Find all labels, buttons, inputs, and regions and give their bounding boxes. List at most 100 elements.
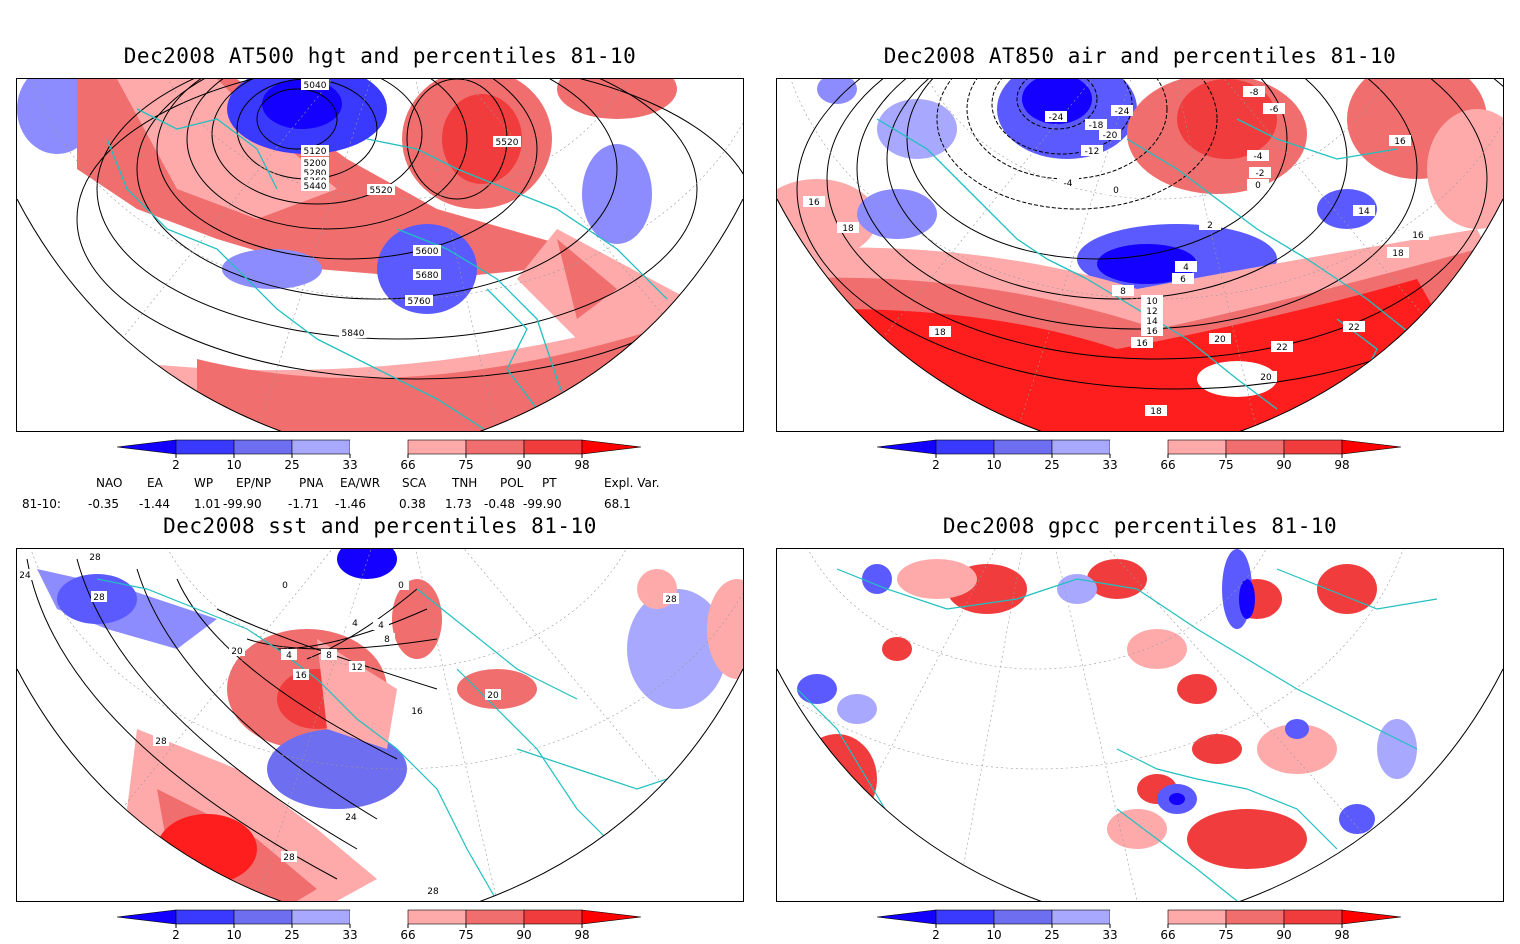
colorbar-segment [175, 909, 235, 925]
colorbar-svg: 2 10 25 33 66 75 90 98 [116, 909, 642, 942]
colorbar-segment [935, 439, 995, 455]
svg-text:10: 10 [1146, 297, 1158, 307]
colorbar-tick-label: 33 [1102, 928, 1117, 940]
contour-label: 16 [409, 705, 425, 717]
svg-text:5120: 5120 [304, 147, 327, 157]
contour-label: 5120 [301, 145, 329, 157]
contour-label: 5200 [301, 157, 329, 169]
contour-label: 4 [281, 649, 297, 661]
contour-label: 5840 [339, 327, 367, 339]
svg-text:16: 16 [1394, 137, 1406, 147]
svg-text:0: 0 [1113, 186, 1119, 196]
colorbar-tick-label: 25 [284, 928, 299, 940]
svg-text:16: 16 [808, 198, 820, 208]
svg-text:5680: 5680 [416, 271, 439, 281]
svg-text:-24: -24 [1115, 107, 1130, 117]
contour-label: 18 [1145, 405, 1167, 417]
colorbar-tick-label: 25 [1044, 928, 1059, 940]
contour-label: 10 [1141, 295, 1163, 307]
contour-label: -2 [1249, 167, 1271, 179]
index-header: PNA [299, 476, 324, 490]
colorbar-arrow-low [116, 439, 177, 455]
map-panel-air850: -24 -24 -18 -20 -12 -4 0 -8 -6 -4 -2 0 2… [776, 78, 1504, 432]
index-value: -99.90 [523, 497, 562, 511]
colorbar-segment [350, 440, 408, 454]
colorbar-tick-label: 66 [400, 928, 415, 940]
svg-text:18: 18 [842, 224, 854, 234]
colorbar-tick-label: 10 [226, 458, 241, 472]
index-header: SCA [402, 476, 427, 490]
contour-label: 4 [347, 617, 363, 629]
contour-label: 16 [803, 196, 825, 208]
index-value: 0.38 [399, 497, 426, 511]
svg-text:6: 6 [1180, 275, 1186, 285]
svg-text:12: 12 [351, 663, 362, 673]
index-header: EP/NP [236, 476, 272, 490]
index-value: -0.48 [484, 497, 516, 511]
svg-text:20: 20 [1260, 373, 1272, 383]
colorbar-svg: 2 10 25 33 66 75 90 98 [116, 439, 642, 472]
index-header: TNH [452, 476, 478, 490]
contour-label: 16 [1389, 135, 1411, 147]
svg-text:4: 4 [286, 651, 292, 661]
contour-label: 14 [1353, 205, 1375, 217]
contour-label: 20 [1255, 371, 1277, 383]
svg-text:28: 28 [665, 595, 677, 605]
contour-label: 4 [373, 619, 389, 631]
svg-text:8: 8 [1120, 287, 1126, 297]
colorbar-tick-label: 75 [458, 928, 473, 940]
index-header: POL [500, 476, 524, 490]
svg-text:-2: -2 [1256, 169, 1265, 179]
svg-text:5440: 5440 [304, 182, 327, 192]
colorbar-tick-label: 10 [226, 928, 241, 940]
colorbar-segment [233, 439, 293, 455]
colorbar-tick-label: 66 [1160, 928, 1175, 940]
contour-label: 28 [153, 735, 169, 747]
colorbar-tick-label: 75 [1218, 458, 1233, 472]
colorbar-segment [465, 909, 525, 925]
contour-label: 16 [1141, 325, 1163, 337]
contour-label: 12 [349, 661, 365, 673]
contour-label: 5280 [301, 167, 329, 179]
contour-label: 0 [277, 579, 293, 591]
svg-text:16: 16 [295, 671, 307, 681]
colorbar-segment [407, 909, 467, 925]
colorbar-segment [935, 909, 995, 925]
colorbar-tick-label: 90 [1276, 458, 1291, 472]
svg-text:16: 16 [411, 707, 423, 717]
colorbar-segment [1051, 439, 1111, 455]
contour-label: 2 [1199, 219, 1221, 231]
colorbar-segment [291, 909, 351, 925]
colorbar-segment [175, 439, 235, 455]
map-hgt500: 5040 5120 5200 5280 5360 5440 5520 5520 … [17, 79, 743, 431]
colorbar-arrow-high [581, 909, 642, 925]
contour-label: 18 [837, 222, 859, 234]
contour-label: 24 [343, 811, 359, 823]
colorbar-tick-label: 33 [342, 928, 357, 940]
svg-text:28: 28 [93, 593, 105, 603]
colorbar-tick-label: 66 [400, 458, 415, 472]
colorbar-tick-label: 2 [172, 458, 180, 472]
colorbar-segment [291, 439, 351, 455]
svg-text:22: 22 [1348, 323, 1359, 333]
svg-text:-24: -24 [1049, 113, 1064, 123]
contour-label: 16 [1407, 229, 1429, 241]
contour-label: 8 [1112, 285, 1134, 297]
colorbar-tick-label: 98 [1334, 458, 1349, 472]
colorbar-segment [993, 439, 1053, 455]
colorbar-tick-label: 2 [932, 928, 940, 940]
contour-label: 28 [425, 885, 441, 897]
contour-label: 28 [281, 851, 297, 863]
contour-label: 6 [1172, 273, 1194, 285]
colorbar-segment [407, 439, 467, 455]
colorbar-tick-label: 98 [574, 928, 589, 940]
svg-text:8: 8 [384, 635, 390, 645]
index-header: WP [194, 476, 214, 490]
panel-title-air850: Dec2008 AT850 air and percentiles 81-10 [883, 44, 1397, 68]
map-sst: 24 28 28 20 4 8 12 16 16 20 0 0 4 4 8 28… [17, 549, 743, 901]
index-header: NAO [96, 476, 123, 490]
svg-text:24: 24 [19, 571, 31, 581]
index-value: 68.1 [604, 497, 631, 511]
svg-text:5040: 5040 [304, 81, 327, 91]
contour-label: 22 [1271, 341, 1293, 353]
